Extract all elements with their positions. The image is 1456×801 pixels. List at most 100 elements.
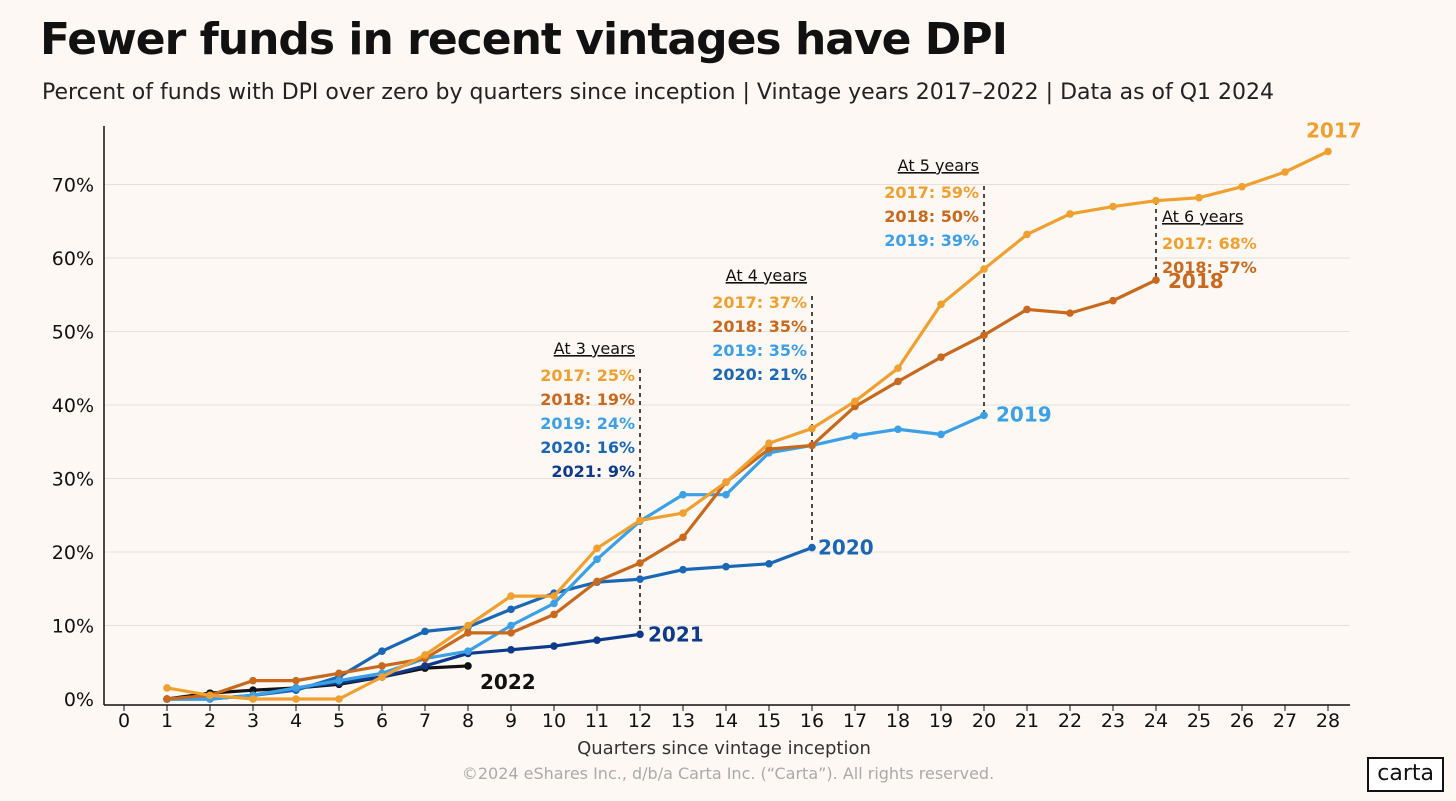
series-label-2020: 2020 xyxy=(818,536,874,560)
data-point-2017 xyxy=(163,684,171,692)
data-point-2019 xyxy=(679,490,687,499)
y-tick-label: 10% xyxy=(52,616,94,638)
data-point-2017 xyxy=(378,673,386,681)
data-point-2017 xyxy=(335,695,343,703)
x-tick-label: 14 xyxy=(714,710,738,732)
x-tick-label: 12 xyxy=(628,710,652,732)
annotation-value: 2017: 59% xyxy=(884,183,979,202)
data-point-2020 xyxy=(507,605,515,614)
data-point-2019 xyxy=(937,430,945,439)
data-point-2017 xyxy=(1152,196,1160,205)
data-point-2017 xyxy=(550,592,558,600)
x-tick-label: 13 xyxy=(671,710,695,732)
series-label-2017: 2017 xyxy=(1306,118,1362,142)
data-point-2019 xyxy=(292,684,300,692)
x-tick-label: 15 xyxy=(757,710,781,732)
x-tick-label: 5 xyxy=(333,710,345,732)
x-tick-label: 11 xyxy=(585,710,609,732)
x-tick-label: 18 xyxy=(886,710,910,732)
data-point-2020 xyxy=(808,543,816,552)
data-point-2019 xyxy=(464,647,472,656)
data-point-2017 xyxy=(1066,210,1074,218)
annotation-title: At 3 years xyxy=(554,339,635,358)
series-label-2021: 2021 xyxy=(648,622,704,646)
data-point-2017 xyxy=(679,509,687,517)
copyright-footer: ©2024 eShares Inc., d/b/a Carta Inc. (“C… xyxy=(461,764,995,783)
y-tick-label: 0% xyxy=(64,689,94,711)
annotation-title: At 5 years xyxy=(898,156,979,175)
series-label-2022: 2022 xyxy=(480,670,536,694)
annotation-value: 2018: 35% xyxy=(712,317,807,336)
y-tick-label: 50% xyxy=(52,322,94,344)
annotation-value: 2018: 57% xyxy=(1162,258,1257,277)
x-tick-label: 28 xyxy=(1316,710,1340,732)
x-tick-label: 1 xyxy=(161,710,173,732)
annotation-value: 2019: 39% xyxy=(884,231,979,250)
data-point-2020 xyxy=(636,575,644,583)
data-point-2017 xyxy=(808,424,816,433)
data-point-2018 xyxy=(163,695,171,703)
data-point-2018 xyxy=(292,676,300,685)
data-point-2017 xyxy=(593,544,601,553)
data-point-2017 xyxy=(636,516,644,525)
data-point-2017 xyxy=(851,397,859,406)
annotation-value: 2018: 50% xyxy=(884,207,979,226)
data-point-2018 xyxy=(464,629,472,637)
data-point-2021 xyxy=(507,645,515,654)
data-point-2018 xyxy=(1023,305,1031,314)
series-label-2019: 2019 xyxy=(996,402,1052,426)
x-tick-label: 17 xyxy=(843,710,867,732)
data-point-2019 xyxy=(851,432,859,440)
x-tick-label: 6 xyxy=(376,710,388,732)
x-tick-label: 2 xyxy=(204,710,216,732)
data-point-2017 xyxy=(507,592,515,600)
data-point-2017 xyxy=(421,651,429,659)
data-point-2019 xyxy=(980,411,988,420)
y-tick-label: 20% xyxy=(52,542,94,564)
x-tick-label: 25 xyxy=(1187,710,1211,732)
x-tick-label: 26 xyxy=(1230,710,1254,732)
data-point-2018 xyxy=(765,445,773,453)
x-tick-label: 19 xyxy=(929,710,953,732)
data-point-2017 xyxy=(1324,147,1332,156)
data-point-2019 xyxy=(550,599,558,608)
data-point-2021 xyxy=(421,662,429,670)
data-point-2019 xyxy=(507,621,515,630)
data-point-2018 xyxy=(980,331,988,339)
data-point-2022 xyxy=(464,662,472,670)
series-line-2019 xyxy=(165,413,986,701)
data-point-2019 xyxy=(593,555,601,564)
data-point-2017 xyxy=(937,300,945,309)
x-tick-label: 9 xyxy=(505,710,517,732)
x-tick-label: 24 xyxy=(1144,710,1168,732)
data-point-2021 xyxy=(636,630,644,639)
annotation-value: 2020: 21% xyxy=(712,365,807,384)
data-point-2018 xyxy=(894,377,902,386)
x-tick-label: 16 xyxy=(800,710,824,732)
data-point-2020 xyxy=(765,559,773,568)
data-point-2018 xyxy=(808,441,816,450)
data-point-2017 xyxy=(292,695,300,703)
data-point-2018 xyxy=(249,676,257,685)
x-tick-label: 7 xyxy=(419,710,431,732)
data-point-2018 xyxy=(937,353,945,362)
annotation-title: At 6 years xyxy=(1162,207,1243,226)
chart-subtitle: Percent of funds with DPI over zero by q… xyxy=(42,80,1275,105)
chart-title: Fewer funds in recent vintages have DPI xyxy=(40,14,1008,65)
data-point-2018 xyxy=(550,610,558,619)
annotation-value: 2019: 35% xyxy=(712,341,807,360)
series-label-2018: 2018 xyxy=(1168,269,1224,293)
data-point-2018 xyxy=(679,533,687,542)
annotation-value: 2017: 25% xyxy=(540,366,635,385)
data-point-2017 xyxy=(765,439,773,448)
series-line-2018 xyxy=(165,278,1158,701)
annotation-title: At 4 years xyxy=(726,266,807,285)
annotation-value: 2021: 9% xyxy=(551,462,635,481)
data-point-2017 xyxy=(980,265,988,273)
data-point-2017 xyxy=(1109,202,1117,211)
data-point-2020 xyxy=(421,627,429,636)
data-point-2017 xyxy=(1238,182,1246,191)
x-tick-label: 4 xyxy=(290,710,302,732)
x-tick-label: 8 xyxy=(462,710,474,732)
